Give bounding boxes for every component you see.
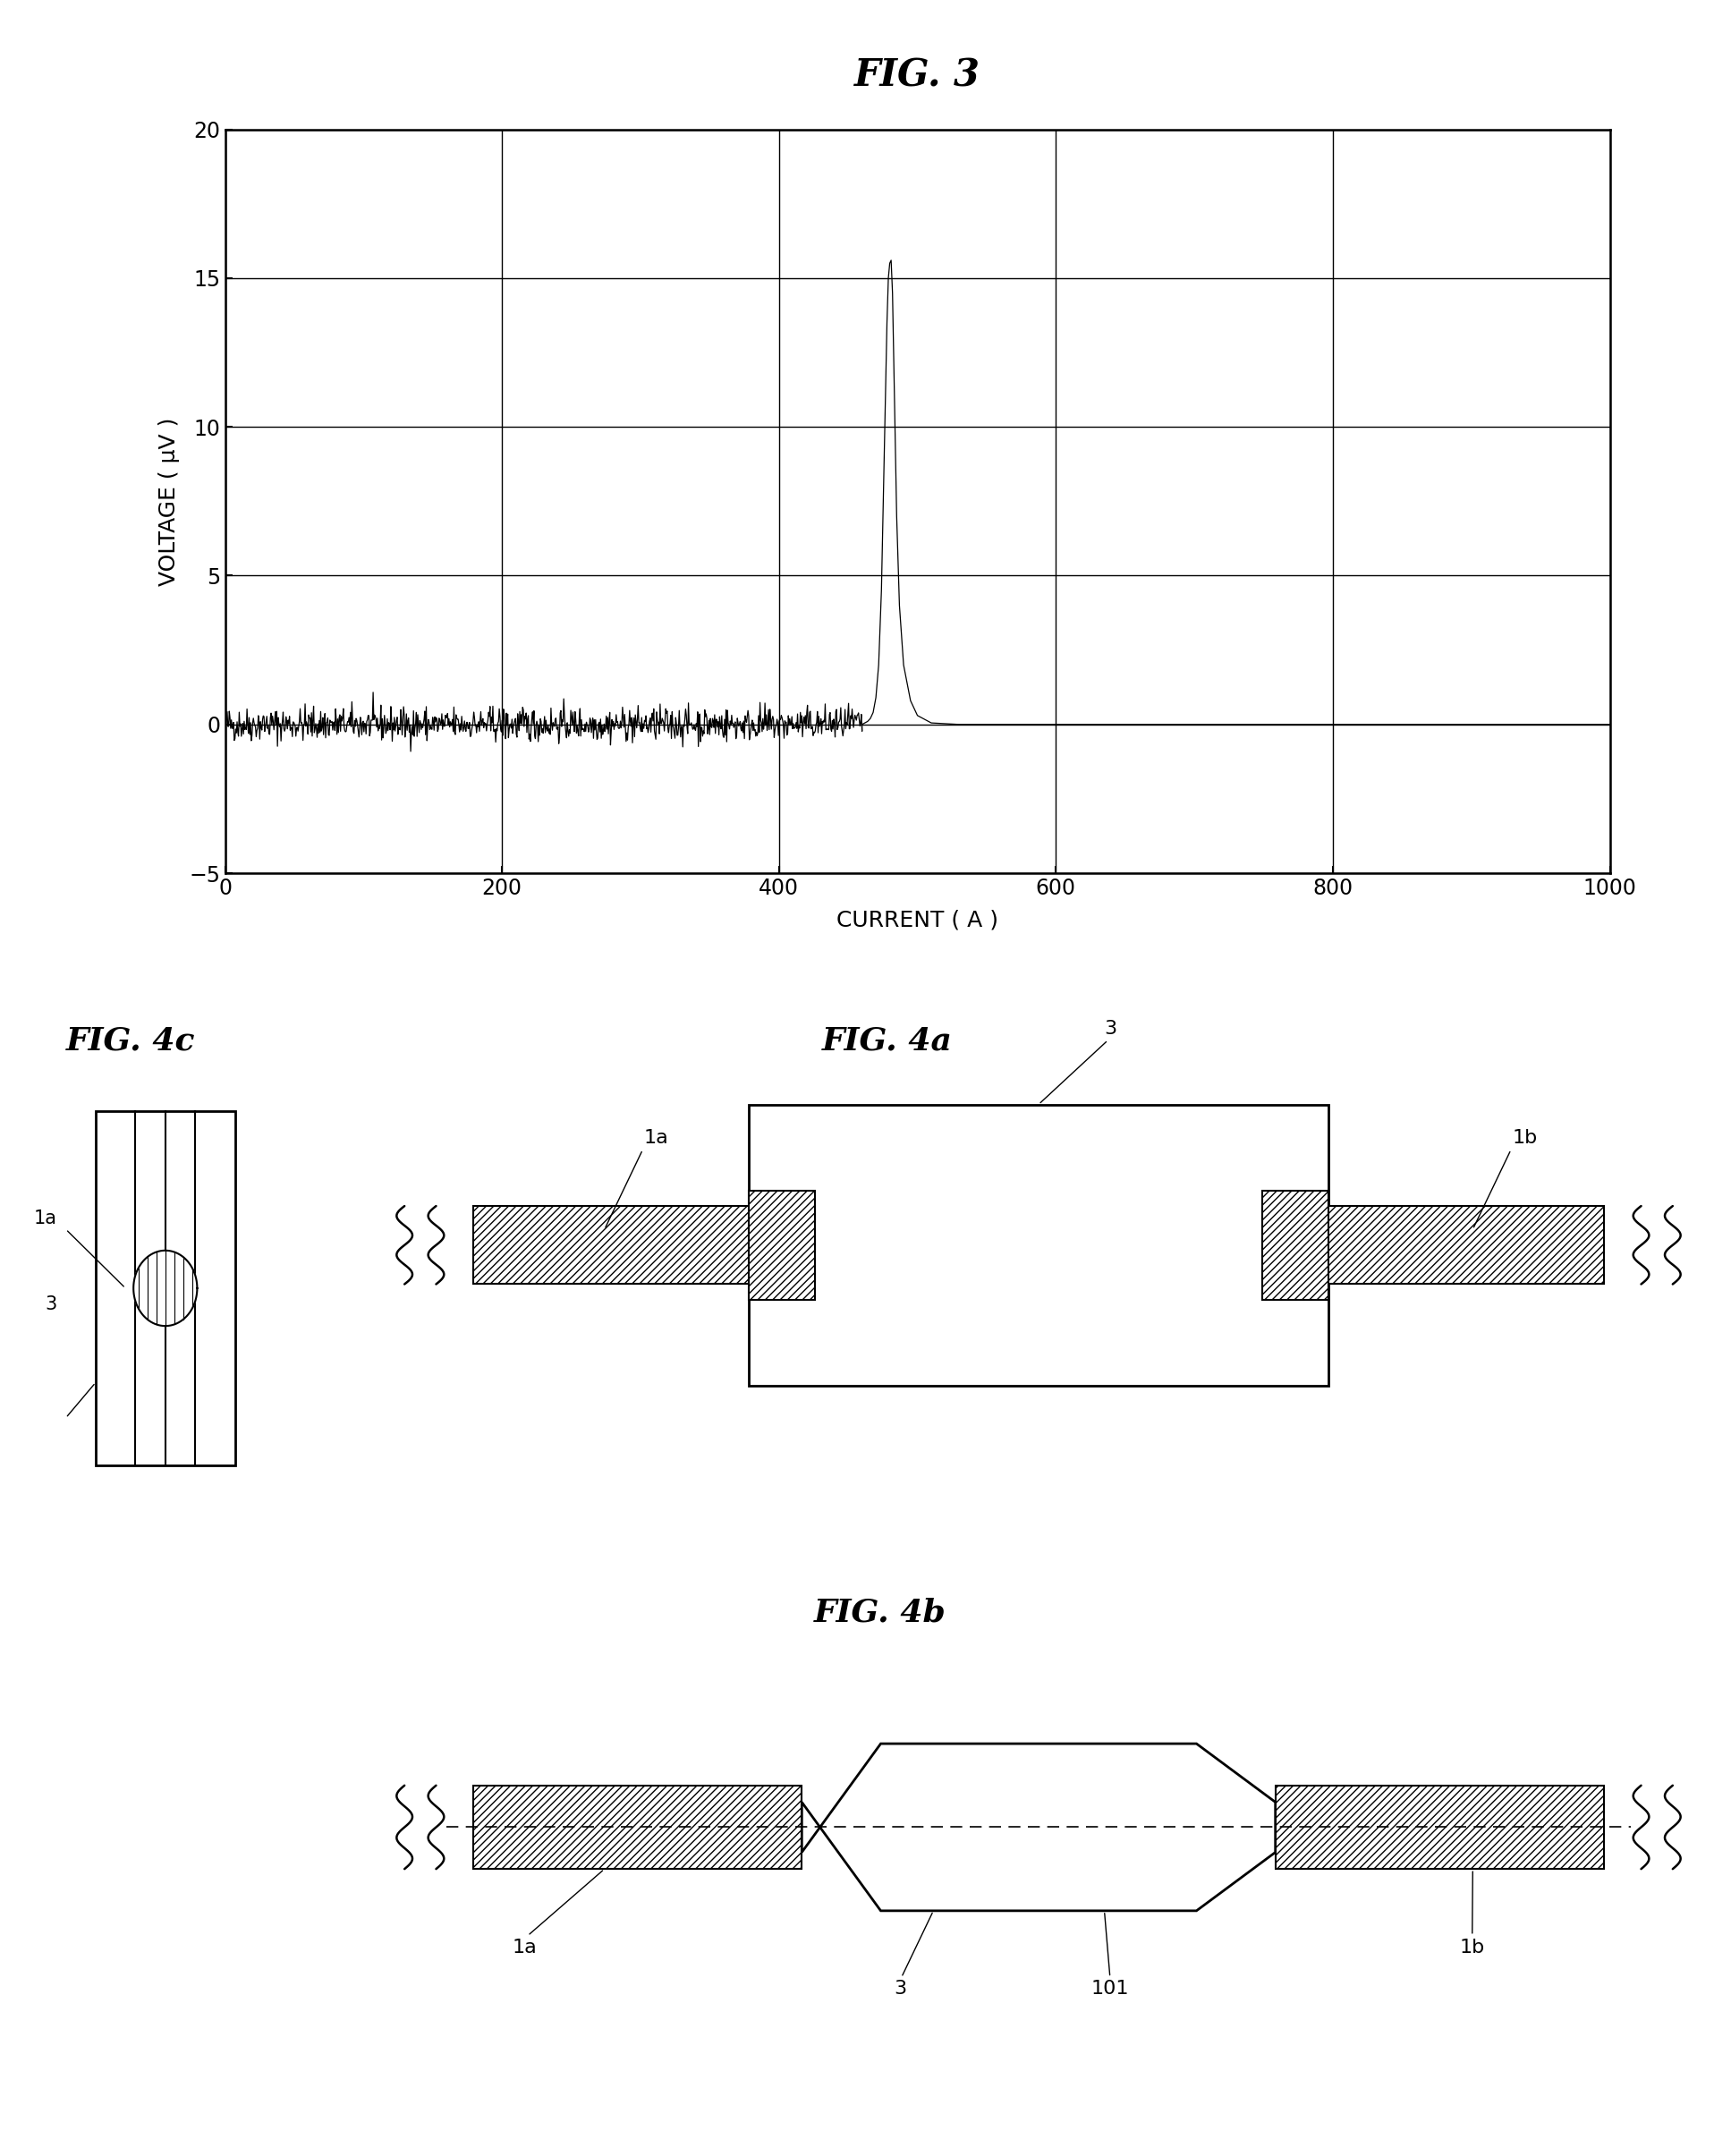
Text: 1b: 1b [1459,1871,1485,1955]
Text: FIG. 4a: FIG. 4a [822,1026,952,1056]
Text: FIG. 4b: FIG. 4b [814,1598,945,1628]
Polygon shape [750,1190,815,1300]
Text: 3: 3 [45,1296,57,1313]
Text: 3: 3 [1040,1020,1116,1102]
Polygon shape [473,1205,815,1285]
Text: 101: 101 [1091,1912,1129,1999]
Polygon shape [1262,1205,1605,1285]
Polygon shape [473,1785,801,1869]
Polygon shape [133,1250,197,1326]
Polygon shape [801,1744,1276,1910]
Text: 1b: 1b [1473,1130,1537,1227]
Text: FIG. 4c: FIG. 4c [66,1026,196,1056]
Polygon shape [1276,1785,1605,1869]
Text: 1a: 1a [512,1871,602,1955]
Y-axis label: VOLTAGE ( μV ): VOLTAGE ( μV ) [158,416,180,586]
Text: 3: 3 [893,1912,933,1999]
Text: 1a: 1a [606,1130,668,1227]
Polygon shape [750,1104,1328,1386]
X-axis label: CURRENT ( A ): CURRENT ( A ) [836,910,999,931]
Polygon shape [1262,1190,1328,1300]
Text: FIG. 3: FIG. 3 [855,56,980,95]
Text: 1a: 1a [35,1210,57,1227]
